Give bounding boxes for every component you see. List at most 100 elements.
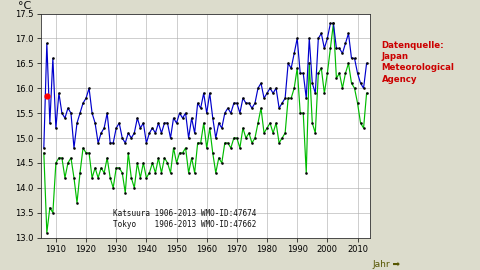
Point: [140, 121, 147, 125]
Point: [155, 121, 162, 125]
Point: [300, 111, 307, 115]
Point: [131, 131, 138, 135]
Point: [97, 166, 105, 170]
Point: [257, 106, 265, 110]
Point: [275, 106, 283, 110]
Text: Jahr ➡: Jahr ➡: [373, 260, 401, 269]
Point: [288, 66, 295, 70]
Point: [194, 101, 202, 105]
Point: [157, 171, 165, 175]
Point: [103, 111, 111, 115]
Point: [185, 136, 192, 140]
Point: [67, 111, 75, 115]
Point: [185, 171, 192, 175]
Point: [115, 166, 123, 170]
Point: [293, 36, 301, 40]
Point: [67, 156, 75, 160]
Point: [112, 126, 120, 130]
Point: [330, 21, 337, 26]
Point: [55, 91, 63, 95]
Point: [242, 101, 250, 105]
Point: [167, 171, 174, 175]
Point: [197, 141, 204, 145]
Point: [354, 71, 361, 75]
Point: [203, 146, 211, 150]
Point: [49, 56, 57, 60]
Point: [284, 61, 292, 65]
Point: [164, 161, 171, 165]
Point: [296, 111, 304, 115]
Point: [79, 101, 87, 105]
Point: [43, 231, 51, 235]
Point: [336, 46, 343, 50]
Point: [336, 71, 343, 75]
Point: [124, 151, 132, 155]
Point: [233, 101, 240, 105]
Point: [128, 136, 135, 140]
Point: [40, 151, 48, 155]
Point: [179, 116, 186, 120]
Point: [85, 86, 93, 90]
Point: [121, 191, 129, 195]
Point: [136, 176, 144, 180]
Point: [103, 156, 111, 160]
Point: [254, 121, 262, 125]
Point: [242, 136, 250, 140]
Point: [326, 21, 334, 26]
Point: [224, 106, 232, 110]
Point: [305, 61, 313, 65]
Point: [269, 91, 277, 95]
Point: [82, 96, 90, 100]
Point: [317, 31, 325, 36]
Point: [121, 141, 129, 145]
Point: [206, 91, 214, 95]
Point: [52, 126, 60, 130]
Point: [58, 111, 66, 115]
Point: [182, 146, 190, 150]
Point: [140, 161, 147, 165]
Point: [173, 161, 180, 165]
Point: [107, 141, 114, 145]
Point: [152, 131, 159, 135]
Point: [357, 121, 364, 125]
Point: [209, 151, 216, 155]
Point: [342, 71, 349, 75]
Point: [155, 156, 162, 160]
Point: [227, 111, 235, 115]
Point: [152, 171, 159, 175]
Point: [333, 76, 340, 80]
Point: [124, 131, 132, 135]
Point: [133, 161, 141, 165]
Point: [221, 111, 228, 115]
Point: [133, 116, 141, 120]
Point: [52, 161, 60, 165]
Point: [272, 86, 280, 90]
Point: [218, 161, 226, 165]
Point: [164, 121, 171, 125]
Point: [218, 126, 226, 130]
Point: [290, 86, 298, 90]
Point: [342, 41, 349, 46]
Point: [173, 121, 180, 125]
Point: [61, 176, 69, 180]
Point: [109, 186, 117, 190]
Point: [351, 56, 359, 60]
Point: [64, 106, 72, 110]
Point: [233, 136, 240, 140]
Point: [324, 71, 331, 75]
Point: [128, 176, 135, 180]
Point: [338, 86, 346, 90]
Point: [224, 141, 232, 145]
Point: [272, 121, 280, 125]
Point: [188, 116, 195, 120]
Point: [64, 161, 72, 165]
Point: [194, 141, 202, 145]
Point: [70, 176, 78, 180]
Point: [345, 31, 352, 36]
Point: [248, 141, 256, 145]
Point: [263, 91, 271, 95]
Point: [55, 156, 63, 160]
Point: [321, 91, 328, 95]
Point: [161, 156, 168, 160]
Point: [70, 146, 78, 150]
